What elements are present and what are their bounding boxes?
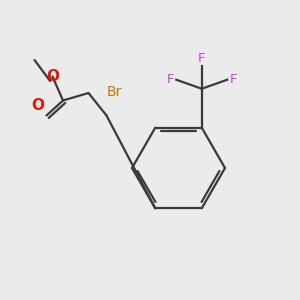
Text: F: F <box>198 52 206 65</box>
Text: Br: Br <box>106 85 122 98</box>
Text: O: O <box>31 98 44 113</box>
Text: O: O <box>46 69 59 84</box>
Text: F: F <box>166 73 174 86</box>
Text: F: F <box>230 73 237 86</box>
